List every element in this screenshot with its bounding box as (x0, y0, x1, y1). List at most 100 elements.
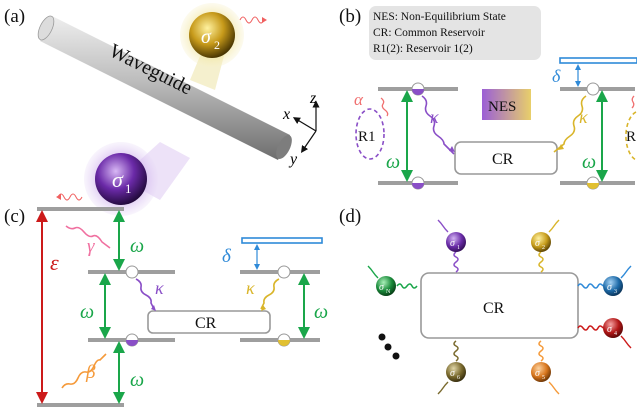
alpha-label: α (354, 90, 364, 109)
axis-z-label: z (309, 90, 317, 107)
delta-label-b: δ (552, 66, 561, 86)
svg-text:σ: σ (535, 238, 541, 249)
gamma-label: γ (87, 236, 95, 257)
panel-c: (c) ε ω ω ω γ β CR κ (4, 206, 328, 407)
omega-label-c-top: ω (130, 235, 144, 257)
atom-sigma1: σ 1 (56, 142, 190, 216)
right-qubit-ground-dot (586, 176, 600, 190)
sigma2-emission-arrowhead (262, 17, 267, 23)
ellipsis-dots (378, 333, 400, 360)
kappa-label-right-b: κ (579, 107, 588, 127)
gamma-wave (65, 225, 111, 249)
node-sigma-n: σ N (367, 265, 396, 296)
cr-box-b (454, 141, 558, 175)
panel-d: (d) CR σ 1 σ 2 σ 3 (339, 206, 632, 395)
svg-text:σ: σ (607, 324, 613, 335)
kappa-wave-left-b (421, 95, 455, 155)
sigma1-emission-wave (57, 193, 83, 201)
r2-label: R (626, 129, 636, 145)
atom-sigma2: σ 2 (180, 3, 267, 90)
sigma2-sphere (189, 12, 235, 58)
kappa-arrowhead-right-c (261, 305, 266, 311)
kappa-wave-right-c (260, 278, 280, 310)
kappa-label-left-c: κ (155, 278, 164, 298)
d-link-6 (453, 340, 459, 362)
d-coupling-links (396, 251, 604, 362)
svg-text:3: 3 (614, 289, 617, 295)
node-sigma2: σ 2 (531, 219, 560, 252)
panel-c-label: (c) (4, 206, 25, 227)
legend-box (369, 6, 541, 60)
svg-text:2: 2 (542, 245, 545, 251)
svg-text:4: 4 (614, 331, 617, 337)
d-link-1 (453, 251, 459, 273)
legend-line-nes: NES: Non-Equilibrium State (373, 11, 506, 23)
svg-text:N: N (386, 289, 391, 295)
cr-label-b: CR (492, 151, 514, 168)
coordinate-axes (292, 100, 320, 153)
left-qubit-excited-dot (411, 82, 425, 96)
node-sigma6: σ 6 (437, 362, 466, 395)
c-right-lower-dot (277, 333, 291, 347)
svg-text:σ: σ (607, 282, 613, 293)
epsilon-label: ε (50, 250, 59, 275)
waveguide-end-left (37, 15, 55, 41)
kappa-label-left-b: κ (430, 107, 439, 127)
sigma1-sphere (95, 153, 147, 205)
omega-label-left: ω (386, 151, 400, 173)
nes-label: NES (488, 99, 516, 115)
d-link-2 (538, 251, 544, 273)
axis-x-label: x (282, 106, 290, 123)
node-sigma3: σ 3 (603, 265, 632, 296)
node-sigma5: σ 5 (531, 362, 560, 395)
d-link-3 (577, 283, 604, 289)
kappa-wave-right-b (553, 95, 587, 153)
cr-label-c: CR (195, 315, 217, 332)
d-link-4 (577, 325, 604, 331)
alpha-wave (380, 97, 389, 117)
sigma2-subscript: 2 (214, 38, 220, 52)
r1-label: R1 (358, 129, 376, 145)
node-sigma1: σ 1 (437, 219, 466, 252)
panel-d-label: (d) (339, 206, 361, 227)
nes-box (482, 89, 531, 120)
waveguide-end-right (276, 135, 292, 159)
sigma2-symbol: σ (201, 26, 212, 48)
left-qubit-ground-dot (411, 176, 425, 190)
panel-b-label: (b) (339, 6, 361, 27)
waveguide: Waveguide (37, 15, 292, 160)
d-link-5 (538, 340, 544, 362)
panel-b: (b) NES: Non-Equilibrium State CR: Commo… (339, 6, 637, 190)
legend-line-r: R1(2): Reservoir 1(2) (373, 43, 473, 55)
svg-text:σ: σ (379, 282, 385, 293)
right-qubit-excited-dot (586, 82, 600, 96)
svg-text:σ: σ (450, 368, 456, 379)
sigma1-symbol: σ (112, 167, 124, 192)
axis-x-line (292, 117, 317, 132)
waveguide-body (40, 16, 290, 160)
svg-text:6: 6 (457, 375, 460, 381)
omega-label-c-bot: ω (130, 369, 144, 391)
legend-line-cr: CR: Common Reservoir (373, 27, 485, 39)
axis-y-line (300, 130, 317, 153)
kappa-label-right-c: κ (246, 278, 255, 298)
sigma1-subscript: 1 (125, 181, 132, 196)
kappa-wave-left-c (135, 278, 155, 310)
kappa-arrowhead-left-b (449, 146, 455, 152)
c-right-upper-dot (277, 265, 291, 279)
svg-text:5: 5 (542, 375, 545, 381)
axis-y-label: y (288, 151, 298, 168)
panel-a: (a) Waveguide σ 1 σ 2 (4, 3, 320, 216)
beta-label: β (85, 362, 96, 383)
cr-label-d: CR (483, 300, 505, 317)
omega-label-right: ω (582, 151, 596, 173)
omega-label-c-right: ω (314, 301, 328, 323)
cr-box-c (147, 310, 271, 334)
svg-text:σ: σ (450, 238, 456, 249)
svg-text:1: 1 (457, 245, 460, 251)
beta-wave (61, 353, 107, 389)
c-upper-dot (125, 265, 139, 279)
detuned-level-c (241, 237, 323, 244)
c-lower-dot (125, 333, 139, 347)
